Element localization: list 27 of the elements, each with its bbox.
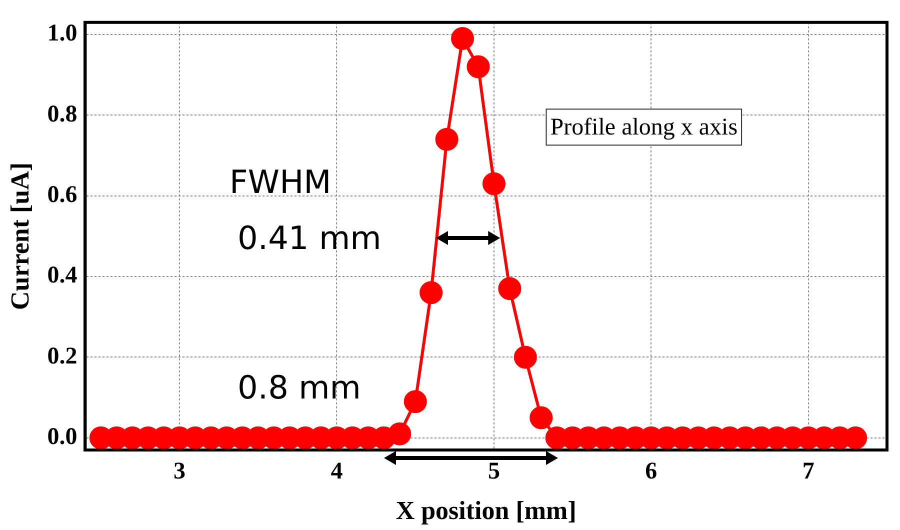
y-tick-label: 0.4 bbox=[47, 262, 78, 289]
y-tick-label: 0.6 bbox=[47, 182, 78, 208]
y-tick-label: 1.0 bbox=[47, 20, 78, 47]
x-tick-label: 7 bbox=[802, 458, 814, 485]
y-tick-label: 0.0 bbox=[47, 424, 78, 450]
point bbox=[514, 346, 537, 369]
point bbox=[435, 128, 458, 151]
x-axis-title: X position [mm] bbox=[396, 496, 576, 526]
point bbox=[404, 390, 427, 414]
annotation: FWHM bbox=[230, 163, 332, 202]
annotation: 0.41 mm bbox=[238, 218, 382, 257]
y-axis-title: Current [uA] bbox=[5, 162, 34, 310]
x-tick-label: 5 bbox=[488, 458, 500, 485]
x-tick-label: 3 bbox=[174, 458, 186, 485]
annotation: 0.8 mm bbox=[238, 368, 361, 406]
point bbox=[451, 27, 474, 50]
point bbox=[466, 55, 490, 78]
x-tick-label: 6 bbox=[645, 458, 658, 485]
point bbox=[498, 277, 522, 300]
annotation: Profile along x axis bbox=[550, 114, 738, 140]
point bbox=[482, 172, 506, 196]
point bbox=[388, 422, 412, 446]
point bbox=[530, 406, 553, 430]
y-tick-label: 0.2 bbox=[47, 343, 78, 370]
x-tick-label: 4 bbox=[330, 458, 343, 485]
point bbox=[420, 281, 443, 304]
y-tick-label: 0.8 bbox=[47, 101, 78, 128]
